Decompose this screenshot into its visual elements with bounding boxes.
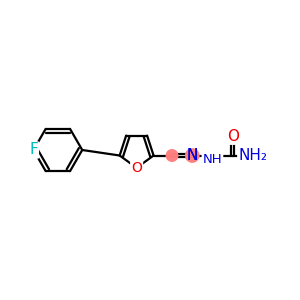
Circle shape bbox=[167, 150, 178, 161]
Circle shape bbox=[167, 150, 178, 161]
Circle shape bbox=[186, 149, 199, 162]
Text: F: F bbox=[29, 142, 38, 158]
Circle shape bbox=[186, 149, 199, 162]
Text: NH₂: NH₂ bbox=[238, 148, 267, 163]
Text: O: O bbox=[131, 161, 142, 175]
Text: O: O bbox=[226, 129, 238, 144]
Text: N: N bbox=[187, 148, 198, 163]
Text: NH: NH bbox=[202, 153, 222, 166]
Text: N: N bbox=[187, 148, 198, 163]
